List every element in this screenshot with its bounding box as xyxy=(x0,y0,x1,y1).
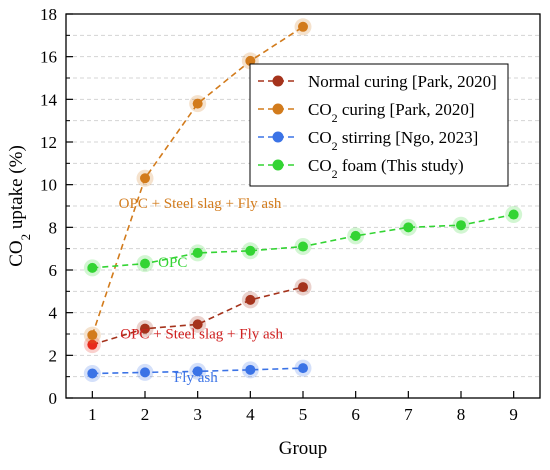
data-point xyxy=(298,282,308,293)
x-tick-label: 3 xyxy=(193,405,202,424)
data-point xyxy=(298,21,308,32)
series-layer xyxy=(83,18,523,382)
series-4 xyxy=(83,206,523,277)
x-tick-label: 9 xyxy=(509,405,518,424)
y-tick-label: 0 xyxy=(49,389,58,408)
data-point xyxy=(245,245,256,256)
y-tick-label: 4 xyxy=(49,304,58,323)
data-point xyxy=(140,323,150,334)
data-point xyxy=(140,173,150,184)
y-tick-label: 12 xyxy=(40,133,57,152)
x-tick-label: 4 xyxy=(246,405,255,424)
legend-label: CO2 foam (This study) xyxy=(308,156,464,181)
y-axis: 0 2 4 6 8 10 12 14 16 18 xyxy=(40,5,73,408)
legend-entry: CO2 stirring [Ngo, 2023] xyxy=(258,128,478,153)
annotation: Fly ash xyxy=(174,370,218,386)
y-tick-label: 6 xyxy=(49,261,58,280)
data-point xyxy=(87,339,98,350)
data-point xyxy=(350,230,361,241)
data-point xyxy=(508,209,519,220)
legend-label: CO2 curing [Park, 2020] xyxy=(308,100,475,125)
x-tick-label: 5 xyxy=(299,405,308,424)
data-point xyxy=(192,247,203,258)
data-point xyxy=(140,258,150,269)
y-tick-label: 8 xyxy=(49,218,58,237)
y-tick-label: 16 xyxy=(40,48,57,67)
legend-label: CO2 stirring [Ngo, 2023] xyxy=(308,128,478,153)
y-tick-label: 10 xyxy=(40,176,57,195)
legend-marker xyxy=(272,75,284,87)
data-point xyxy=(140,367,150,378)
y-tick-label: 14 xyxy=(40,90,58,109)
data-point xyxy=(192,366,203,377)
x-tick-label: 6 xyxy=(351,405,360,424)
data-point xyxy=(298,241,308,252)
series-1 xyxy=(83,278,312,354)
legend-entry: Normal curing [Park, 2020] xyxy=(258,72,497,91)
x-axis-label: Group xyxy=(279,438,328,459)
x-tick-label: 7 xyxy=(404,405,413,424)
y-tick-label: 2 xyxy=(49,346,58,365)
annotations: OPC + Steel slag + Fly ash OPC OPC + Steel… xyxy=(119,196,284,386)
series-3 xyxy=(83,359,312,382)
y-axis-label: CO2 uptake (%) xyxy=(6,145,33,267)
series-2 xyxy=(83,18,312,344)
legend-marker xyxy=(272,103,284,115)
data-point xyxy=(245,55,256,66)
data-point xyxy=(298,363,308,374)
data-point xyxy=(192,319,203,330)
data-point xyxy=(87,368,98,379)
annotation: OPC + Steel slag + Fly ash xyxy=(120,326,283,342)
legend-marker xyxy=(272,131,284,143)
data-point xyxy=(456,220,466,231)
data-point xyxy=(403,222,414,233)
y-tick-label: 18 xyxy=(40,5,57,24)
legend-marker xyxy=(272,159,284,171)
data-point xyxy=(245,294,256,305)
x-tick-label: 2 xyxy=(141,405,150,424)
legend-label: Normal curing [Park, 2020] xyxy=(308,72,497,91)
data-point xyxy=(245,364,256,375)
legend-entry: CO2 curing [Park, 2020] xyxy=(258,100,475,125)
annotation: OPC + Steel slag + Fly ash xyxy=(119,196,282,212)
annotation: OPC xyxy=(158,255,187,271)
x-tick-label: 8 xyxy=(457,405,466,424)
data-point xyxy=(87,330,98,341)
data-point xyxy=(192,98,203,109)
x-axis: 1 2 3 4 5 6 7 8 9 xyxy=(88,391,518,424)
series-line xyxy=(91,26,304,336)
data-point xyxy=(87,262,98,273)
series-line xyxy=(92,286,304,346)
legend-entry: CO2 foam (This study) xyxy=(258,156,464,181)
x-tick-label: 1 xyxy=(88,405,97,424)
legend: Normal curing [Park, 2020] CO2 curing [Pa… xyxy=(249,63,509,187)
